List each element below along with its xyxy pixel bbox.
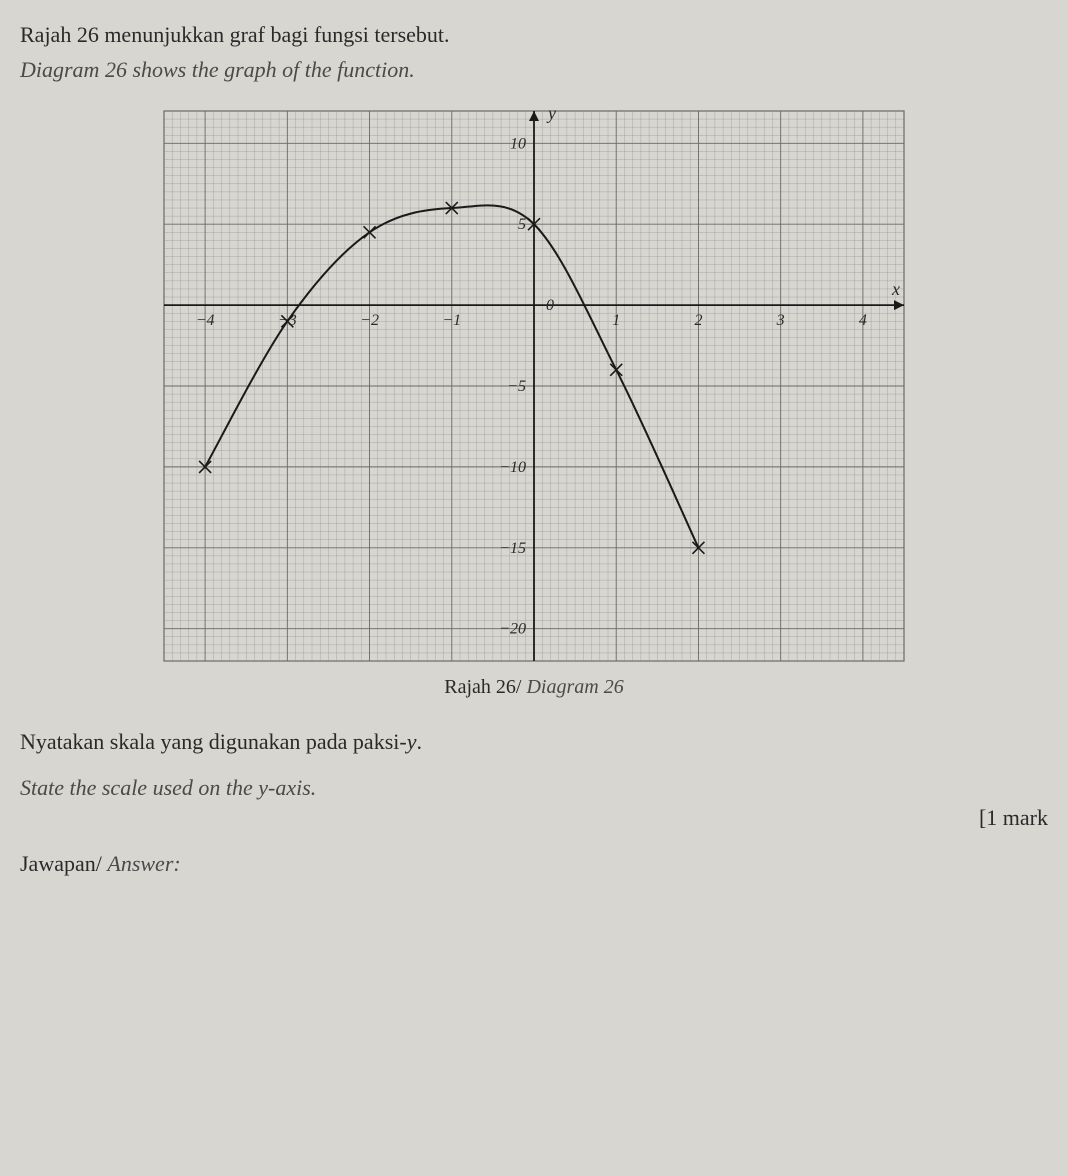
diagram-caption: Rajah 26/ Diagram 26 — [20, 676, 1048, 699]
function-graph: −4−3−2−101234−20−15−10−5510yx — [154, 101, 914, 671]
question-line-en: Diagram 26 shows the graph of the functi… — [20, 55, 1048, 86]
svg-text:5: 5 — [518, 216, 526, 233]
subquestion-ms: Nyatakan skala yang digunakan pada paksi… — [20, 729, 1048, 755]
subq-ms-end: . — [416, 729, 422, 754]
question-line-ms: Rajah 26 menunjukkan graf bagi fungsi te… — [20, 20, 1048, 51]
subq-ms-var: y — [407, 729, 417, 754]
chart-container: −4−3−2−101234−20−15−10−5510yx — [20, 101, 1048, 671]
svg-text:−10: −10 — [499, 458, 526, 475]
svg-text:0: 0 — [546, 297, 554, 314]
svg-text:10: 10 — [510, 135, 526, 152]
svg-text:x: x — [891, 279, 900, 299]
svg-text:3: 3 — [776, 312, 785, 329]
svg-text:−20: −20 — [499, 620, 526, 637]
svg-text:1: 1 — [612, 312, 620, 329]
subq-ms-text: Nyatakan skala yang digunakan pada paksi… — [20, 729, 407, 754]
svg-text:−1: −1 — [442, 312, 461, 329]
svg-text:−4: −4 — [196, 312, 215, 329]
svg-text:−2: −2 — [360, 312, 379, 329]
svg-text:2: 2 — [694, 312, 702, 329]
subquestion-en: State the scale used on the y-axis. — [20, 775, 1048, 801]
marks-label: [1 mark — [20, 805, 1048, 831]
svg-text:y: y — [546, 103, 556, 123]
svg-text:−5: −5 — [507, 378, 526, 395]
caption-sep: / — [516, 676, 527, 698]
caption-ms: Rajah 26 — [444, 676, 516, 698]
caption-en: Diagram 26 — [526, 676, 623, 698]
answer-ms: Jawapan — [20, 851, 96, 876]
svg-text:4: 4 — [859, 312, 867, 329]
answer-sep: / — [96, 851, 108, 876]
answer-label: Jawapan/ Answer: — [20, 851, 1048, 877]
svg-text:−15: −15 — [499, 539, 526, 556]
answer-en: Answer: — [107, 851, 180, 876]
